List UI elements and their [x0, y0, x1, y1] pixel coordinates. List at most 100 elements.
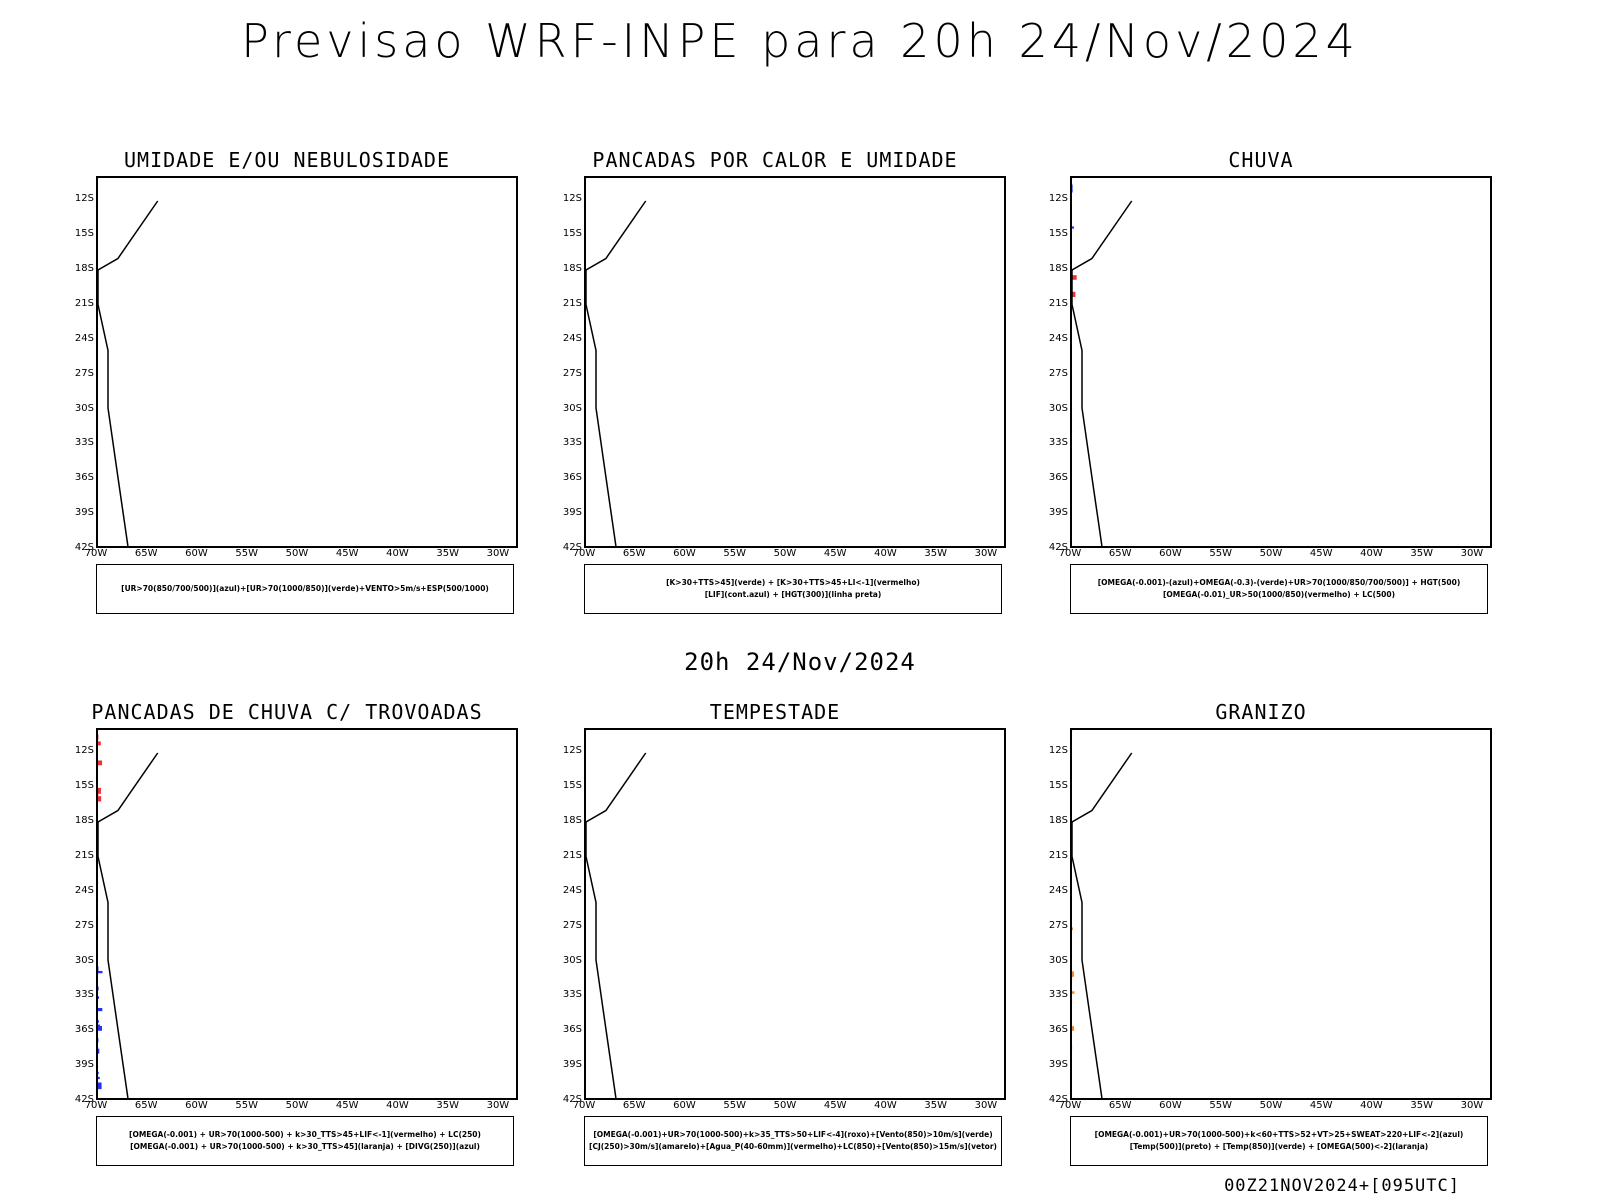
- latitude-tick-label: 42S: [1048, 542, 1068, 553]
- longitude-tick-label: 55W: [235, 1100, 259, 1111]
- panel-title: CHUVA: [1228, 148, 1294, 172]
- longitude-tick-label: 55W: [723, 1100, 747, 1111]
- longitude-tick-label: 65W: [1108, 1100, 1132, 1111]
- legend-box: [OMEGA(-0.001)-(azul)+OMEGA(-0.3)-(verde…: [1070, 564, 1488, 614]
- longitude-tick-label: 60W: [673, 1100, 696, 1111]
- latitude-tick-label: 27S: [1048, 919, 1068, 931]
- map-panel-trovoadas: PANCADAS DE CHUVA C/ TROVOADAS 12S 15S 18S 2…: [52, 700, 522, 1200]
- panel-title: GRANIZO: [1215, 700, 1307, 724]
- latitude-tick-label: 33S: [1048, 989, 1068, 1001]
- longitude-tick-label: 35W: [436, 548, 459, 559]
- latitude-tick-label: 15S: [1048, 228, 1068, 240]
- map-panel-umidade: UMIDADE E/OU NEBULOSIDADE 100810081012101…: [52, 148, 522, 648]
- map-panel-tempestade: TEMPESTADE 504050 12S 15S 18S 21S 24S 27S 30S 33S…: [540, 700, 1010, 1200]
- latitude-tick-label: 12S: [562, 193, 582, 205]
- legend-text: [Temp(500)](preto) + [Temp(850)](verde) …: [1129, 1142, 1429, 1151]
- latitude-tick-label: 30S: [562, 402, 582, 414]
- latitude-tick-label: 24S: [1048, 332, 1068, 344]
- longitude-tick-label: 50W: [1259, 548, 1283, 559]
- latitude-tick-label: 27S: [1048, 367, 1068, 379]
- map-panel-pancadas-calor: PANCADAS POR CALOR E UMIDADE 960096809600…: [540, 148, 1010, 648]
- longitude-tick-label: 60W: [1159, 548, 1182, 559]
- longitude-tick-label: 45W: [823, 548, 847, 559]
- latitude-tick-label: 21S: [74, 297, 94, 309]
- longitude-tick-label: 45W: [335, 1100, 359, 1111]
- longitude-tick-label: 50W: [773, 548, 797, 559]
- latitude-tick-label: 15S: [74, 780, 94, 792]
- latitude-tick-label: 12S: [1048, 745, 1068, 757]
- panel-title: UMIDADE E/OU NEBULOSIDADE: [123, 148, 451, 172]
- longitude-tick-label: 40W: [874, 548, 897, 559]
- legend-box: [UR>70(850/700/500)](azul)+[UR>70(1000/8…: [96, 564, 514, 614]
- latitude-tick-label: 12S: [1048, 193, 1068, 205]
- longitude-tick-label: 35W: [924, 548, 947, 559]
- longitude-tick-label: 30W: [1460, 548, 1484, 559]
- longitude-tick-label: 30W: [974, 1100, 998, 1111]
- legend-box: [OMEGA(-0.001) + UR>70(1000-500) + k>30_…: [96, 1116, 514, 1166]
- latitude-tick-label: 15S: [1048, 780, 1068, 792]
- legend-box: [OMEGA(-0.001)+UR>70(1000-500)+k>35_TTS>…: [584, 1116, 1002, 1166]
- latitude-tick-label: 24S: [74, 884, 94, 896]
- longitude-tick-label: 35W: [1410, 548, 1433, 559]
- latitude-tick-label: 36S: [74, 1024, 94, 1036]
- page-title: Previsao WRF-INPE para 20h 24/Nov/2024: [241, 14, 1359, 68]
- longitude-tick-label: 40W: [1360, 1100, 1383, 1111]
- longitude-tick-label: 70W: [572, 1100, 596, 1111]
- divergence-blue-fill: [98, 966, 103, 1090]
- latitude-tick-label: 15S: [562, 228, 582, 240]
- latitude-tick-label: 30S: [1048, 402, 1068, 414]
- map-plot-area: 12-12-15-181212-15: [1070, 728, 1492, 1100]
- longitude-tick-label: 70W: [1058, 1100, 1082, 1111]
- longitude-tick-label: 65W: [622, 548, 646, 559]
- longitude-tick-label: 40W: [386, 1100, 409, 1111]
- legend-text: [OMEGA(-0.001) + UR>70(1000-500) + k>30_…: [130, 1142, 480, 1151]
- longitude-tick-label: 40W: [874, 1100, 897, 1111]
- map-canvas: 504050: [586, 730, 647, 1098]
- latitude-tick-label: 15S: [562, 780, 582, 792]
- latitude-tick-label: 36S: [1048, 472, 1068, 484]
- map-panel-chuva: CHUVA 582576576570564558576570573582570 12…: [1026, 148, 1496, 648]
- latitude-tick-label: 33S: [562, 437, 582, 449]
- longitude-tick-label: 55W: [235, 548, 259, 559]
- latitude-tick-label: 39S: [74, 507, 94, 519]
- latitude-tick-label: 21S: [74, 849, 94, 861]
- legend-box: [OMEGA(-0.001)+UR>70(1000-500)+k<60+TTS>…: [1070, 1116, 1488, 1166]
- longitude-tick-label: 65W: [622, 1100, 646, 1111]
- map-plot-area: 504050: [584, 728, 1006, 1100]
- latitude-tick-label: 30S: [74, 402, 94, 414]
- valid-time-label: 20h 24/Nov/2024: [684, 648, 916, 676]
- longitude-tick-label: 30W: [486, 1100, 510, 1111]
- latitude-tick-label: 36S: [1048, 1024, 1068, 1036]
- longitude-tick-label: 60W: [1159, 1100, 1182, 1111]
- longitude-tick-label: 50W: [285, 1100, 309, 1111]
- latitude-tick-label: 18S: [74, 815, 94, 826]
- latitude-tick-label: 21S: [562, 849, 582, 861]
- longitude-tick-label: 30W: [974, 548, 998, 559]
- latitude-tick-label: 21S: [1048, 849, 1068, 861]
- coastline-west: [586, 200, 647, 546]
- latitude-tick-label: 21S: [562, 297, 582, 309]
- map-outlines: [1072, 730, 1133, 1098]
- legend-text: [OMEGA(-0.001) + UR>70(1000-500) + k>30_…: [129, 1130, 481, 1139]
- longitude-tick-label: 60W: [185, 1100, 208, 1111]
- latitude-tick-label: 27S: [74, 919, 94, 931]
- longitude-tick-label: 35W: [1410, 1100, 1433, 1111]
- latitude-tick-label: 39S: [74, 1059, 94, 1071]
- longitude-tick-label: 45W: [1309, 548, 1333, 559]
- latitude-tick-label: 42S: [562, 542, 582, 553]
- coastline-west: [1072, 752, 1133, 1098]
- map-plot-area: 582576576570564558576570573582570: [1070, 176, 1492, 548]
- longitude-tick-label: 50W: [773, 1100, 797, 1111]
- latitude-tick-label: 18S: [562, 263, 582, 274]
- latitude-tick-label: 12S: [74, 193, 94, 205]
- latitude-tick-label: 42S: [74, 1094, 94, 1105]
- latitude-tick-label: 42S: [562, 1094, 582, 1105]
- latitude-tick-label: 33S: [562, 989, 582, 1001]
- legend-text: [CJ(250)>30m/s](amarelo)+[Agua_P(40-60mm…: [589, 1142, 997, 1151]
- legend-text: [OMEGA(-0.001)+UR>70(1000-500)+k>35_TTS>…: [593, 1130, 993, 1139]
- latitude-tick-label: 24S: [562, 332, 582, 344]
- map-canvas: [98, 730, 159, 1098]
- longitude-tick-label: 65W: [134, 548, 158, 559]
- panel-title: PANCADAS POR CALOR E UMIDADE: [592, 148, 958, 172]
- coastline-west: [586, 752, 647, 1098]
